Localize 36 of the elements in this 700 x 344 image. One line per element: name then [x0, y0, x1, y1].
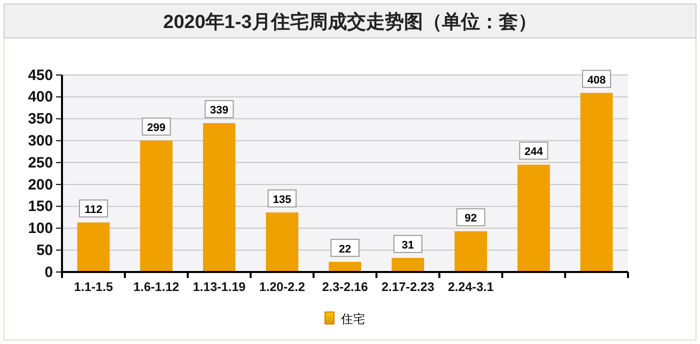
- x-tick-label: 1.1-1.5: [74, 280, 113, 294]
- y-tick-label: 450: [28, 66, 53, 84]
- y-tick-label: 400: [28, 88, 53, 106]
- x-tick-label: 1.13-1.19: [192, 280, 246, 294]
- x-tick-label: 2.24-3.1: [448, 280, 494, 294]
- y-tick-label: 300: [28, 132, 53, 150]
- data-label: 31: [402, 239, 414, 252]
- y-tick-label: 200: [28, 176, 53, 194]
- data-label: 112: [84, 204, 102, 216]
- x-tick-label: 1.20-2.2: [259, 280, 306, 294]
- x-tick-label: 2.17-2.23: [381, 280, 434, 294]
- x-tick-label: 2.3-2.16: [322, 280, 368, 294]
- data-label: 339: [210, 104, 228, 117]
- bar: [140, 140, 173, 272]
- x-tick-label: 1.6-1.12: [133, 280, 180, 294]
- data-label: 92: [464, 212, 477, 225]
- data-label: 244: [524, 146, 544, 158]
- data-label: 299: [147, 122, 166, 134]
- legend-label: 住宅: [340, 312, 365, 326]
- bar: [392, 258, 424, 272]
- y-tick-label: 250: [28, 154, 53, 172]
- bar: [517, 164, 550, 272]
- data-label: 135: [272, 194, 292, 206]
- y-tick-label: 100: [28, 220, 53, 238]
- bar: [266, 212, 298, 272]
- bar: [203, 123, 236, 272]
- chart-title: 2020年1-3月住宅周成交走势图（单位：套）: [163, 11, 537, 33]
- bar: [580, 92, 613, 272]
- bar: [454, 231, 487, 272]
- y-tick-label: 150: [28, 198, 53, 216]
- y-tick-label: 50: [36, 242, 53, 259]
- data-label: 22: [338, 243, 352, 256]
- bar: [77, 222, 110, 272]
- data-label: 408: [587, 74, 606, 86]
- y-tick-label: 0: [44, 264, 53, 281]
- y-tick-label: 350: [28, 110, 53, 128]
